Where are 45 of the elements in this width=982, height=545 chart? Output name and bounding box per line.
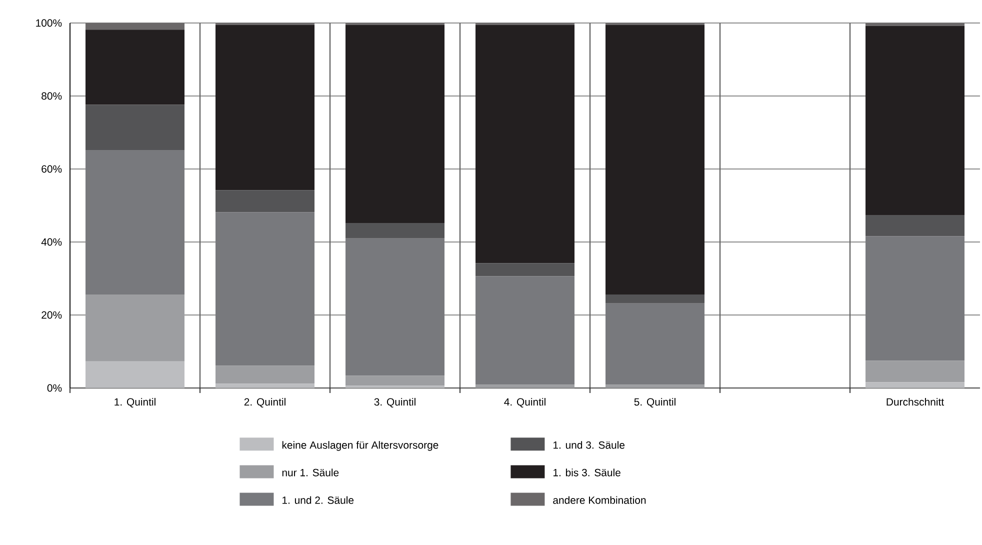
bar <box>216 384 315 388</box>
y-tick-label: 20% <box>42 311 62 319</box>
bar <box>86 294 184 362</box>
bar <box>476 384 575 388</box>
bar <box>866 360 965 382</box>
bar <box>476 24 575 264</box>
bar <box>866 215 965 236</box>
bar <box>606 303 705 385</box>
x-tick-label: 2. Quintil <box>244 398 286 408</box>
bar <box>606 24 705 295</box>
legend-label: keine Auslagen für Altersvorsorge <box>282 441 438 451</box>
y-tick-label: 100% <box>36 19 62 27</box>
y-tick-label: 60% <box>42 165 62 173</box>
y-tick-label: 40% <box>41 238 62 246</box>
bar <box>216 24 315 190</box>
y-tick-label: 0% <box>47 384 62 392</box>
bar <box>86 104 184 150</box>
legend-label: andere Kombination <box>553 496 646 504</box>
bar <box>346 223 445 238</box>
x-tick-label: 1. Quintil <box>114 398 156 408</box>
bar <box>606 294 705 304</box>
bar <box>86 150 184 295</box>
legend-label: nur 1. Säule <box>282 468 339 476</box>
bar <box>346 376 445 386</box>
legend-label: 1. und 2. Säule <box>282 496 354 504</box>
bar <box>86 30 184 105</box>
legend-label: 1. bis 3. Säule <box>553 468 620 476</box>
bar <box>476 263 575 276</box>
bar <box>866 26 965 216</box>
bar <box>216 212 315 366</box>
bar <box>476 276 575 385</box>
x-tick-label: Durchschnitt <box>886 398 944 406</box>
bar <box>866 382 965 388</box>
bar <box>866 236 965 361</box>
bar <box>346 238 445 376</box>
bar <box>216 190 315 212</box>
y-tick-label: 80% <box>42 92 62 100</box>
bar <box>86 361 184 388</box>
bar <box>216 366 315 384</box>
x-tick-label: 3. Quintil <box>374 398 416 408</box>
legend-label: 1. und 3. Säule <box>553 441 625 449</box>
x-tick-label: 4. Quintil <box>504 398 546 408</box>
x-tick-label: 5. Quintil <box>634 398 676 408</box>
bar <box>346 24 445 224</box>
bar <box>606 384 705 388</box>
